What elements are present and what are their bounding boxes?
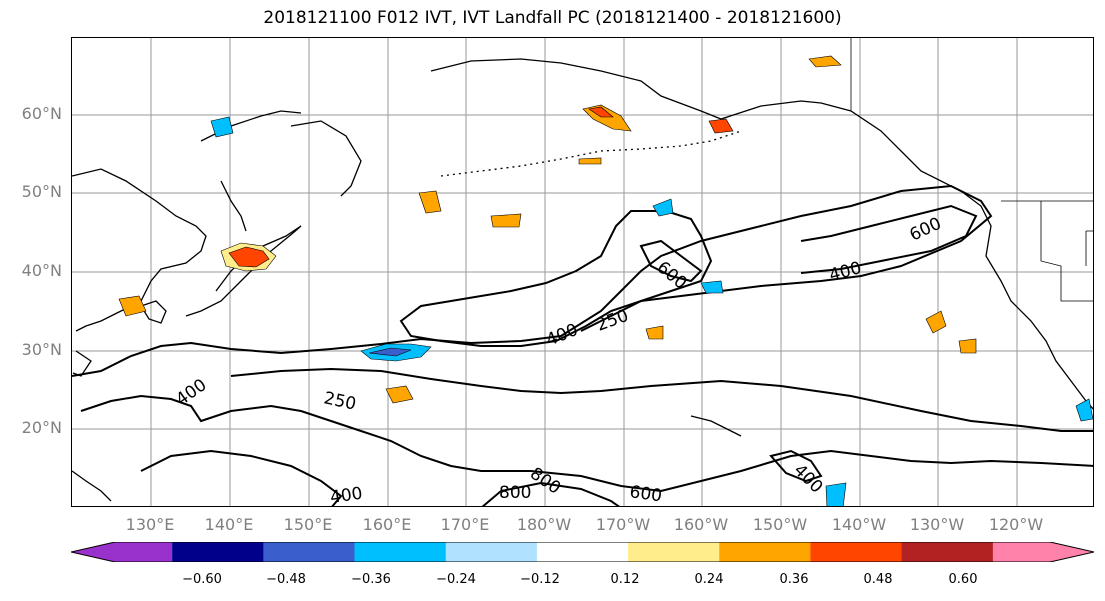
colorbar-bin-3 xyxy=(354,542,447,562)
patch-gulf-red xyxy=(708,118,734,134)
contour-400-southeast xyxy=(769,449,823,483)
patch-japan-core xyxy=(228,246,270,268)
lon-label-130e: 130°E xyxy=(125,515,175,534)
colorbar-tick-neg048: −0.48 xyxy=(266,572,306,587)
contour-label-400-east: 400 xyxy=(827,258,864,286)
contour-label-250-south: 250 xyxy=(322,388,358,414)
patch-mid-blue xyxy=(652,198,674,217)
patch-okhotsk-blue xyxy=(210,116,234,138)
lon-label-170e: 170°E xyxy=(440,515,490,534)
colorbar-bin-1 xyxy=(172,542,264,562)
aleutian-chain xyxy=(440,130,742,177)
patch-east-orange-2 xyxy=(958,338,977,354)
asia-coast xyxy=(72,168,207,332)
border-us-states xyxy=(1040,201,1093,302)
kamchatka-coast xyxy=(290,120,362,197)
contour-250-south xyxy=(230,367,1093,432)
border-state-segment xyxy=(1085,230,1093,266)
colorbar-tick-060: 0.60 xyxy=(948,572,978,587)
map-canvas: 250 400 600 800 250 400 400 600 600 400 … xyxy=(72,38,1093,507)
patch-alaska-orange xyxy=(808,55,842,68)
patch-mid-orange xyxy=(490,213,522,228)
colorbar-bin-10 xyxy=(992,542,1094,562)
lat-label-20n: 20°N xyxy=(21,418,62,437)
colorbar-tick-neg060: −0.60 xyxy=(182,572,222,587)
patch-south-orange xyxy=(385,385,414,404)
patch-central-orange xyxy=(645,325,664,340)
contour-250-north xyxy=(72,184,993,377)
colorbar xyxy=(71,542,1094,562)
colorbar-bin-2 xyxy=(263,542,356,562)
sakhalin-coast xyxy=(220,180,247,232)
pc-shading xyxy=(118,55,1093,506)
political-borders xyxy=(850,38,1093,302)
lon-label-150e: 150°E xyxy=(283,515,333,534)
ivt-contours xyxy=(72,184,1093,506)
contour-600-central xyxy=(639,239,703,283)
colorbar-bin-6 xyxy=(628,542,720,562)
lon-label-130w: 130°W xyxy=(909,515,965,534)
contour-600-south xyxy=(481,481,620,506)
north-america-coast xyxy=(430,58,1093,410)
lon-label-160w: 160°W xyxy=(673,515,729,534)
contour-label-400-southwest: 400 xyxy=(329,484,364,507)
contour-600-east xyxy=(800,204,978,274)
colorbar-bin-9 xyxy=(901,542,994,562)
lat-label-40n: 40°N xyxy=(21,261,62,280)
contour-label-250: 250 xyxy=(594,306,631,336)
contour-label-group: 250 400 600 800 250 400 400 600 600 400 … xyxy=(172,214,945,507)
patch-baja-blue xyxy=(1075,398,1093,422)
patch-neg-core xyxy=(368,347,412,357)
contour-400-southwest xyxy=(140,449,343,506)
lon-label-170w: 170°W xyxy=(595,515,651,534)
colorbar-tick-neg036: −0.36 xyxy=(351,572,391,587)
map-panel: 250 400 600 800 250 400 400 600 600 400 … xyxy=(71,37,1094,507)
lon-label-140w: 140°W xyxy=(831,515,887,534)
colorbar-bin-0 xyxy=(71,542,173,562)
colorbar-tick-012: 0.12 xyxy=(610,572,640,587)
korea-coast xyxy=(140,300,167,324)
colorbar-tick-036: 0.36 xyxy=(779,572,809,587)
lat-label-60n: 60°N xyxy=(21,104,62,123)
lat-label-30n: 30°N xyxy=(21,340,62,359)
lat-label-50n: 50°N xyxy=(21,182,62,201)
colorbar-tick-neg024: −0.24 xyxy=(436,572,476,587)
colorbar-bin-5 xyxy=(536,542,629,562)
lon-label-180w: 180°W xyxy=(516,515,572,534)
contour-label-600-east: 600 xyxy=(907,214,945,246)
contour-label-400: 400 xyxy=(543,320,581,351)
contour-label-400-west: 400 xyxy=(172,375,210,410)
lon-label-160e: 160°E xyxy=(362,515,412,534)
contour-400-south xyxy=(80,394,1093,493)
patch-bering-core xyxy=(588,106,614,118)
graticule xyxy=(72,38,1093,506)
lon-label-140e: 140°E xyxy=(204,515,254,534)
contour-400-central xyxy=(399,210,713,347)
colorbar-tick-024: 0.24 xyxy=(694,572,724,587)
lon-label-120w: 120°W xyxy=(988,515,1044,534)
contour-label-600-south: 600 xyxy=(628,482,663,506)
colorbar-bin-8 xyxy=(810,542,903,562)
japan-coast xyxy=(185,225,302,317)
lon-label-150w: 150°W xyxy=(752,515,808,534)
hawaii-islands xyxy=(690,415,742,437)
map-title: 2018121100 F012 IVT, IVT Landfall PC (20… xyxy=(263,8,842,28)
colorbar-bin-7 xyxy=(719,542,811,562)
patch-east-orange xyxy=(925,310,947,334)
colorbar-tick-neg012: −0.12 xyxy=(520,572,560,587)
colorbar-tick-048: 0.48 xyxy=(863,572,893,587)
patch-aleutian-orange xyxy=(578,157,602,165)
patch-mid-blue-2 xyxy=(700,280,724,294)
patch-korea-orange xyxy=(118,295,147,317)
contour-label-600: 600 xyxy=(653,258,691,294)
contour-label-800-south: 800 xyxy=(499,483,531,503)
colorbar-segments xyxy=(71,542,1094,562)
philippines-coast xyxy=(72,470,112,502)
colorbar-bin-4 xyxy=(445,542,538,562)
patch-north-orange xyxy=(418,190,442,214)
patch-south-blue xyxy=(825,482,847,506)
contour-label-400-southeast: 400 xyxy=(789,460,826,497)
